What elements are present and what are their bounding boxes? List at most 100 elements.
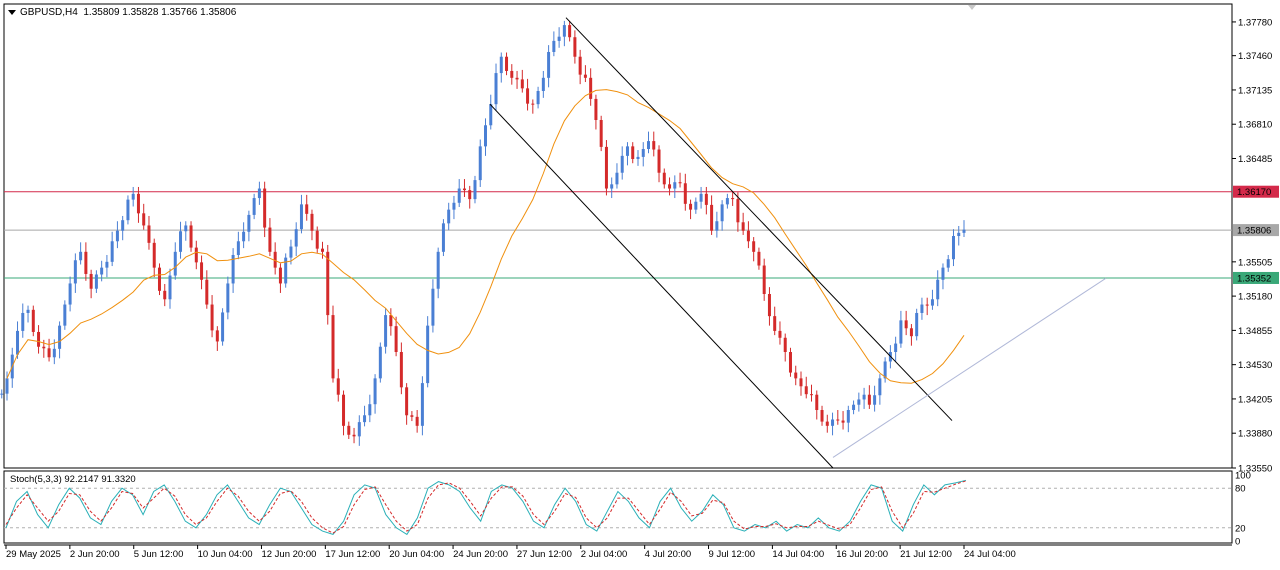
candle-body [941,267,945,280]
candle-body [820,410,824,422]
symbol-label: GBPUSD,H4 [20,7,78,18]
symbol-header: GBPUSD,H4 1.35809 1.35828 1.35766 1.3580… [8,7,236,18]
candle-body [778,330,782,338]
candle-body [852,404,856,410]
candle-body [294,229,298,247]
current-label-bg [1233,224,1279,237]
candle-body [494,73,498,105]
stoch-values: 92.2147 91.3320 [64,474,136,485]
candle-body [904,320,908,329]
candle-body [841,420,845,423]
candle-body [647,141,651,149]
candle-body [536,91,540,105]
candle-body [221,312,225,342]
channel-lower-line [489,103,834,469]
candle-body [310,213,314,231]
candle-body [899,320,903,344]
candle-body [499,56,503,74]
channel-upper-line [565,17,953,421]
time-tick-label: 16 Jul 20:00 [836,549,888,560]
candle-body [21,312,25,331]
candle-body [179,231,183,252]
price-tick-label: 1.34205 [1238,394,1272,405]
candle-body [410,415,414,417]
candle-body [378,346,382,379]
candle-body [63,304,67,326]
ohlc-values: 1.35809 1.35828 1.35766 1.35806 [83,7,237,18]
candle-body [531,103,535,105]
candle-body [305,204,309,214]
time-tick-label: 20 Jun 04:00 [389,549,444,560]
candle-body [441,223,445,252]
candle-body [541,77,545,91]
candle-body [831,419,835,426]
candle-body [284,257,288,284]
candle-body [678,182,682,184]
candle-body [599,120,603,147]
price-tick-label: 1.35180 [1238,292,1272,303]
candle-body [689,203,693,210]
candle-body [799,378,803,387]
candle-body [662,172,666,185]
candle-body [352,434,356,437]
time-tick-label: 14 Jul 04:00 [772,549,824,560]
candle-body [331,315,335,379]
candle-body [462,188,466,191]
candle-body [694,201,698,210]
stoch-pane-frame [3,470,1233,544]
candle-body [815,394,819,410]
candle-body [652,141,656,150]
stoch-tick-label: 0 [1235,537,1240,548]
candle-body [31,309,35,332]
candle-body [951,236,955,260]
candle-body [957,232,961,236]
candle-body [242,231,246,242]
candle-body [578,56,582,75]
candle-body [452,202,456,210]
candle-body [610,184,614,189]
candle-body [604,146,608,189]
candle-body [505,56,509,71]
candle-body [746,230,750,242]
time-tick-label: 4 Jul 20:00 [645,549,691,560]
candle-body [946,259,950,268]
candle-body [484,125,487,147]
candle-body [573,37,577,57]
candle-body [547,51,551,78]
time-tick-label: 17 Jun 12:00 [325,549,380,560]
candle-body [862,394,866,400]
candle-body [636,156,640,160]
candle-body [867,394,871,405]
candle-body [915,312,919,337]
candle-body [384,315,388,347]
candle-body [131,193,135,200]
candle-body [562,25,566,37]
candle-body [126,199,130,221]
candle-body [520,79,524,89]
candle-body [930,299,934,306]
candle-body [683,183,687,204]
time-tick-label: 5 Jun 12:00 [134,549,184,560]
candle-body [363,415,367,423]
candle-body [473,180,477,200]
candle-body [168,275,172,300]
candle-body [673,182,677,189]
chevron-down-icon[interactable] [8,9,16,15]
candle-body [226,283,230,313]
price-tick-label: 1.36810 [1238,120,1272,131]
time-tick-label: 21 Jul 12:00 [900,549,952,560]
candle-body [478,146,482,181]
candle-body [920,304,924,313]
candle-body [883,361,887,379]
time-tick-label: 12 Jun 20:00 [261,549,316,560]
candle-body [173,251,177,276]
candle-body [568,25,572,38]
candle-body [457,188,461,203]
candle-body [415,416,419,426]
candle-body [47,348,51,358]
candle-body [347,425,351,435]
candle-body [405,387,409,416]
candle-body [767,294,771,317]
